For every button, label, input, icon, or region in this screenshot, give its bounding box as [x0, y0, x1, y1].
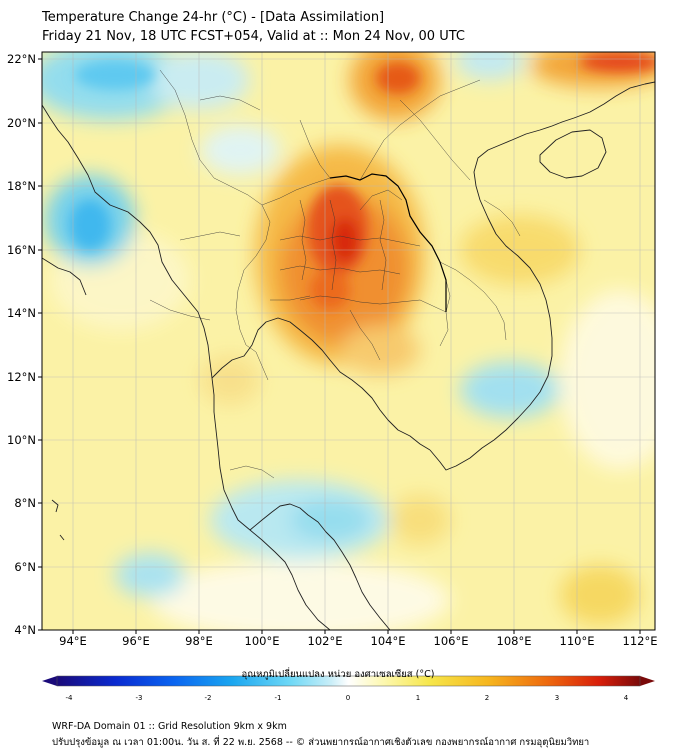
coastlines — [42, 81, 655, 630]
footer-model-info: WRF-DA Domain 01 :: Grid Resolution 9km … — [52, 721, 287, 732]
lon-label: 108°E — [496, 634, 532, 648]
lat-label: 6°N — [14, 560, 36, 574]
graticule — [42, 52, 655, 630]
footer-credit: ปรับปรุงข้อมูล ณ เวลา 01:00น. วัน ส. ที่… — [52, 737, 590, 748]
lat-label: 12°N — [7, 370, 36, 384]
thailand-border — [329, 173, 447, 312]
map-subtitle: Friday 21 Nov, 18 UTC FCST+054, Valid at… — [42, 29, 465, 44]
lat-label: 8°N — [14, 496, 36, 510]
colorbar-tick: 2 — [484, 694, 490, 702]
colorbar-tick: -3 — [135, 694, 143, 702]
colorbar-tick: 1 — [415, 694, 421, 702]
plot-frame — [41, 51, 656, 631]
lat-label: 4°N — [14, 623, 36, 637]
lat-label: 18°N — [7, 179, 36, 193]
colorbar-tick: 0 — [345, 694, 351, 702]
temperature-field — [42, 52, 655, 630]
colorbar-tick: -1 — [274, 694, 282, 702]
lat-label: 20°N — [7, 116, 36, 130]
lat-label: 16°N — [7, 243, 36, 257]
lon-label: 94°E — [59, 634, 87, 648]
colorbar-title: อุณหภูมิเปลี่ยนแปลง หน่วย องศาเซลเซียส (… — [241, 669, 435, 680]
lat-label: 14°N — [7, 306, 36, 320]
colorbar — [57, 676, 640, 686]
colorbar-tick: -2 — [204, 694, 212, 702]
lon-label: 100°E — [244, 634, 280, 648]
colorbar-max-arrow — [640, 676, 655, 686]
map-title: Temperature Change 24-hr (°C) - [Data As… — [42, 10, 385, 25]
lon-label: 98°E — [185, 634, 213, 648]
lon-label: 106°E — [433, 634, 469, 648]
lat-label: 10°N — [7, 433, 36, 447]
colorbar-tick: -4 — [65, 694, 73, 702]
lat-label: 22°N — [7, 52, 36, 66]
colorbar-min-arrow — [42, 676, 57, 686]
colorbar-tick: 3 — [554, 694, 560, 702]
lon-label: 96°E — [122, 634, 150, 648]
lon-label: 102°E — [307, 634, 343, 648]
lon-label: 104°E — [370, 634, 406, 648]
lon-label: 110°E — [559, 634, 595, 648]
lon-label: 112°E — [622, 634, 658, 648]
colorbar-tick: 4 — [623, 694, 629, 702]
